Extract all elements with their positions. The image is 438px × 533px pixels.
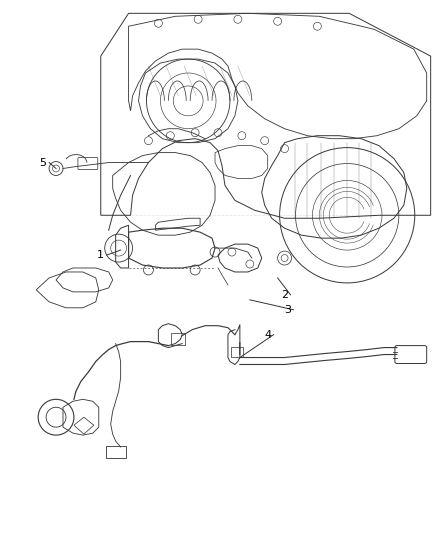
Text: 4: 4 (264, 329, 271, 340)
Text: 2: 2 (281, 290, 288, 300)
Text: 1: 1 (97, 250, 104, 260)
Text: 5: 5 (39, 158, 46, 167)
Text: 3: 3 (284, 305, 291, 315)
